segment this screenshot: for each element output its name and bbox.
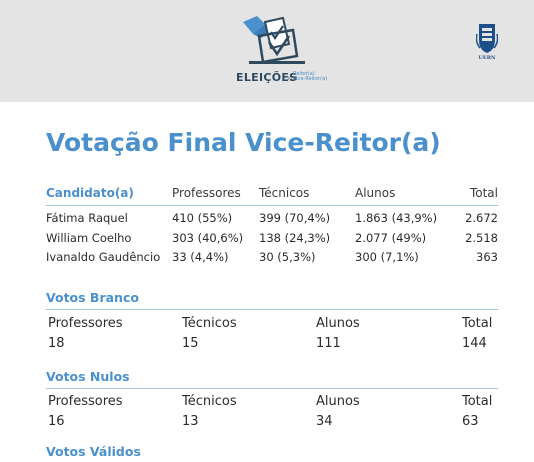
label-alunos: Alunos [316, 394, 360, 409]
candidate-name: Ivanaldo Gaudêncio [46, 250, 161, 264]
uern-label: UERN [478, 55, 496, 61]
col-header-professores: Professores [172, 186, 241, 200]
votes-professores: 33 (4,4%) [172, 250, 229, 264]
label-tecnicos: Técnicos [182, 316, 237, 331]
votes-total: 363 [476, 250, 498, 264]
votos-nulos-values: 16 13 34 63 [48, 414, 494, 432]
value-professores: 16 [48, 414, 65, 429]
candidate-name: William Coelho [46, 231, 132, 245]
label-total: Total [462, 394, 493, 409]
value-alunos: 111 [316, 336, 341, 351]
col-header-total: Total [469, 186, 498, 200]
divider [46, 309, 498, 310]
divider [46, 205, 498, 206]
section-title-votos-validos: Votos Válidos [46, 444, 141, 459]
value-tecnicos: 15 [182, 336, 199, 351]
label-tecnicos: Técnicos [182, 394, 237, 409]
label-professores: Professores [48, 316, 123, 331]
label-alunos: Alunos [316, 316, 360, 331]
votes-professores: 410 (55%) [172, 211, 233, 225]
uern-crest: UERN [475, 22, 499, 62]
votes-alunos: 2.077 (49%) [355, 231, 427, 245]
votos-branco-headers: Professores Técnicos Alunos Total [48, 316, 494, 334]
logo-wordmark: ELEIÇÕES [236, 71, 298, 84]
logo-sub-reitor: Reitor(a) [293, 71, 315, 77]
votos-nulos-headers: Professores Técnicos Alunos Total [48, 394, 494, 412]
value-total: 63 [462, 414, 479, 429]
table-row: Ivanaldo Gaudêncio 33 (4,4%) 30 (5,3%) 3… [46, 250, 498, 268]
votes-tecnicos: 399 (70,4%) [259, 211, 331, 225]
university-crest-icon [475, 24, 499, 53]
candidate-name: Fátima Raquel [46, 211, 128, 225]
votes-alunos: 300 (7,1%) [355, 250, 419, 264]
section-title-votos-nulos: Votos Nulos [46, 369, 130, 384]
votes-professores: 303 (40,6%) [172, 231, 244, 245]
value-tecnicos: 13 [182, 414, 199, 429]
votes-alunos: 1.863 (43,9%) [355, 211, 438, 225]
value-alunos: 34 [316, 414, 333, 429]
votes-tecnicos: 138 (24,3%) [259, 231, 331, 245]
value-professores: 18 [48, 336, 65, 351]
eleicoes-logo: ELEIÇÕES 2023 Reitor(a) Vice-Reitor(a) [233, 14, 327, 88]
page-header: ELEIÇÕES 2023 Reitor(a) Vice-Reitor(a) U… [0, 0, 534, 102]
value-total: 144 [462, 336, 487, 351]
col-header-tecnicos: Técnicos [259, 186, 310, 200]
table-row: William Coelho 303 (40,6%) 138 (24,3%) 2… [46, 231, 498, 249]
votes-total: 2.518 [465, 231, 498, 245]
logo-sub-vice: Vice-Reitor(a) [293, 76, 328, 82]
votes-total: 2.672 [465, 211, 498, 225]
col-header-alunos: Alunos [355, 186, 396, 200]
logo-subtitle: Reitor(a) Vice-Reitor(a) [293, 72, 327, 82]
label-total: Total [462, 316, 493, 331]
col-header-candidato: Candidato(a) [46, 186, 134, 200]
divider [46, 388, 498, 389]
table-row: Fátima Raquel 410 (55%) 399 (70,4%) 1.86… [46, 211, 498, 229]
votos-branco-values: 18 15 111 144 [48, 336, 494, 354]
candidates-table-header: Candidato(a) Professores Técnicos Alunos… [46, 186, 498, 204]
section-title-votos-branco: Votos Branco [46, 290, 139, 305]
page-title: Votação Final Vice-Reitor(a) [46, 128, 441, 157]
label-professores: Professores [48, 394, 123, 409]
ballot-box-icon [243, 16, 305, 64]
votes-tecnicos: 30 (5,3%) [259, 250, 316, 264]
logo-year: 2023 [287, 76, 298, 81]
